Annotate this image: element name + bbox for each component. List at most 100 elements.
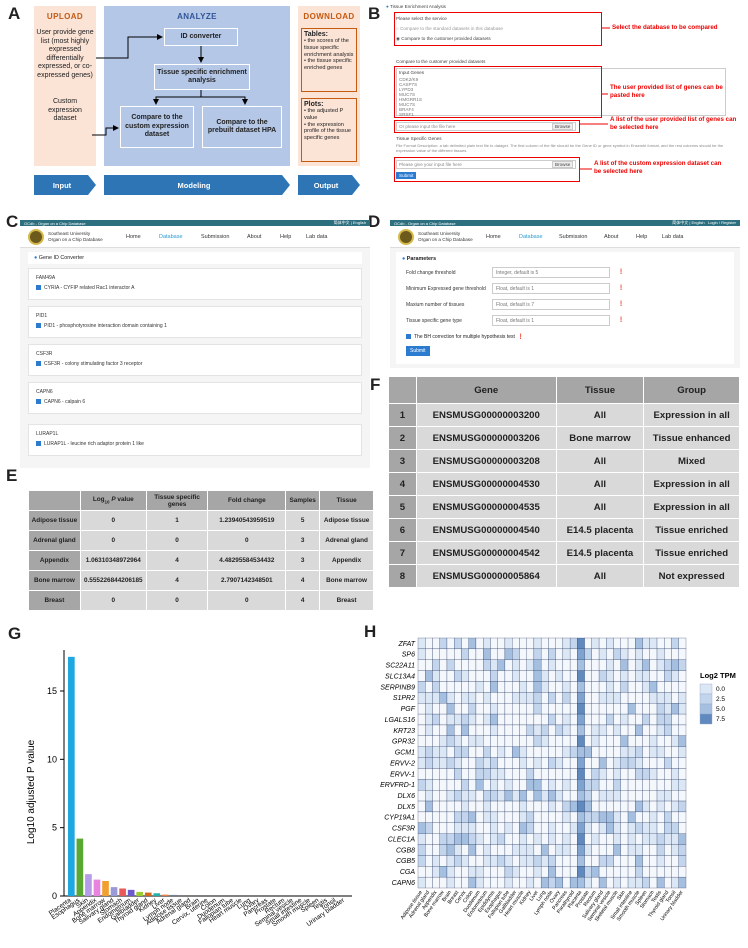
param-input[interactable]: Float, default is 1 — [492, 283, 610, 294]
heatmap-cell — [533, 790, 542, 802]
y-axis-label: Log10 adjusted P value — [26, 739, 37, 844]
heatmap-cell — [519, 637, 527, 650]
heatmap-cell — [678, 735, 687, 747]
nav-database[interactable]: Database — [519, 234, 543, 240]
heatmap-cell — [642, 757, 650, 769]
bh-correction-checkbox[interactable]: The BH correction for multiple hypothesi… — [406, 334, 524, 340]
nav-help[interactable]: Help — [636, 234, 648, 240]
heatmap-cell — [584, 703, 592, 715]
heatmap-cell — [649, 800, 658, 813]
heatmap-cell — [540, 692, 549, 704]
table-cell: E14.5 placenta — [555, 518, 645, 542]
submit-button-b[interactable]: Submit — [396, 172, 417, 179]
gene-desc[interactable]: CSF3R - colony stimulating factor 3 rece… — [36, 361, 142, 367]
heatmap-cell — [497, 768, 506, 780]
university-logo — [398, 229, 414, 245]
table-cell: Adrenal gland — [319, 530, 374, 551]
heatmap-row-label: CGB5 — [396, 858, 415, 865]
analyze-column: ANALYZE ID converter Tissue specific enr… — [104, 6, 290, 166]
heatmap-cell — [497, 648, 506, 660]
nav-database[interactable]: Database — [159, 234, 183, 240]
heatmap-cell — [548, 855, 556, 867]
heatmap-cell — [461, 703, 469, 715]
heatmap-cell — [497, 681, 506, 693]
heatmap-cell — [591, 833, 600, 845]
param-input[interactable]: Float, default is 1 — [492, 315, 610, 326]
heatmap-cell — [577, 670, 585, 682]
param-input[interactable]: Integer, default is 5 — [492, 267, 610, 278]
heatmap-cell — [504, 637, 513, 650]
nav-lab-data[interactable]: Lab data — [306, 234, 328, 240]
table-cell: E14.5 placenta — [555, 541, 645, 565]
table-header-cell: Group — [643, 376, 740, 404]
heatmap-cell — [656, 790, 665, 802]
browse-button-1[interactable]: Browse — [552, 123, 574, 130]
tissue-specific-genes-label: Tissue Specific Genes — [396, 136, 442, 141]
gene-desc[interactable]: CAPN6 - calpain 6 — [36, 399, 85, 405]
gene-textarea[interactable]: Input Genes CDK2/K9 CASP7S LYPD3 MUC7S H… — [396, 68, 726, 117]
gene-desc[interactable]: LURAP1L - leucine rich adaptor protein 1… — [36, 441, 144, 447]
nav-help[interactable]: Help — [280, 234, 292, 240]
heatmap-cell — [555, 855, 564, 867]
browse-button-2[interactable]: Browse — [552, 161, 574, 168]
heatmap-cell — [417, 724, 426, 736]
gene-desc[interactable]: PID1 - phosphotyrosine interaction domai… — [36, 323, 167, 329]
nav-home[interactable]: Home — [126, 234, 141, 240]
heatmap-cell — [606, 681, 614, 693]
service-option-standard[interactable]: ○ Compare to the standard datasets in th… — [396, 26, 503, 31]
heatmap-cell — [504, 648, 513, 660]
submit-button-d[interactable]: Submit — [406, 346, 430, 356]
heatmap-cell — [562, 659, 571, 671]
heatmap-cell — [461, 670, 469, 682]
nav-about[interactable]: About — [247, 234, 262, 240]
heatmap-cell — [490, 844, 498, 856]
panel-c-screenshot: OCdb - Organ on a Chip Database 简体中文 | En… — [20, 220, 370, 468]
heatmap-cell — [432, 713, 440, 726]
gene-desc[interactable]: CYRIA - CYFIP related Rac1 interactor A — [36, 285, 135, 291]
heatmap-cell — [425, 703, 433, 715]
heatmap-cell — [533, 876, 542, 889]
gene-file-input[interactable]: Or please input the file here — [396, 122, 576, 131]
heatmap-cell — [562, 844, 571, 856]
checkbox-icon — [406, 334, 411, 339]
heatmap-cell — [417, 659, 426, 671]
heatmap-cell — [606, 735, 614, 747]
heatmap-cell — [461, 876, 469, 889]
heatmap-cell — [526, 833, 535, 845]
heatmap-cell — [598, 855, 607, 867]
heatmap-cell — [598, 779, 607, 791]
legend-swatch — [699, 693, 713, 705]
heatmap-cell — [656, 692, 665, 704]
heatmap-cell — [664, 637, 672, 650]
dataset-file-input[interactable]: Please give your input file here — [396, 160, 576, 169]
param-input[interactable]: Float, default is 7 — [492, 299, 610, 310]
nav-submission[interactable]: Submission — [559, 234, 588, 240]
heatmap-cell — [678, 822, 687, 834]
heatmap-cell — [432, 746, 440, 758]
heatmap-cell — [497, 735, 506, 747]
heatmap-cell — [678, 833, 687, 845]
heatmap-cell — [548, 844, 556, 856]
heatmap-cell — [627, 724, 636, 736]
nav-home[interactable]: Home — [486, 234, 501, 240]
heatmap-cell — [519, 735, 527, 747]
heatmap-cell — [468, 790, 477, 802]
nav-about[interactable]: About — [604, 234, 619, 240]
nav-lab-data[interactable]: Lab data — [662, 234, 684, 240]
heatmap-cell — [635, 670, 643, 682]
heatmap-cell — [540, 757, 549, 769]
table-cell: 5 — [388, 495, 417, 519]
heatmap-cell — [540, 735, 549, 747]
heatmap-cell — [417, 713, 426, 726]
nav-submission[interactable]: Submission — [201, 234, 230, 240]
panel-e-table: Log10 P value Tissue specific genes Fold… — [28, 490, 374, 611]
service-option-custom[interactable]: ◉ Compare to the customer provided datas… — [396, 36, 491, 41]
heatmap-cell — [664, 822, 672, 834]
heatmap-cell — [656, 844, 665, 856]
heatmap-cell — [548, 670, 556, 682]
heatmap-cell — [417, 800, 426, 813]
heatmap-cell — [540, 648, 549, 660]
heatmap-cell — [468, 637, 477, 650]
heatmap-cell — [512, 724, 520, 736]
heatmap-cell — [512, 855, 520, 867]
